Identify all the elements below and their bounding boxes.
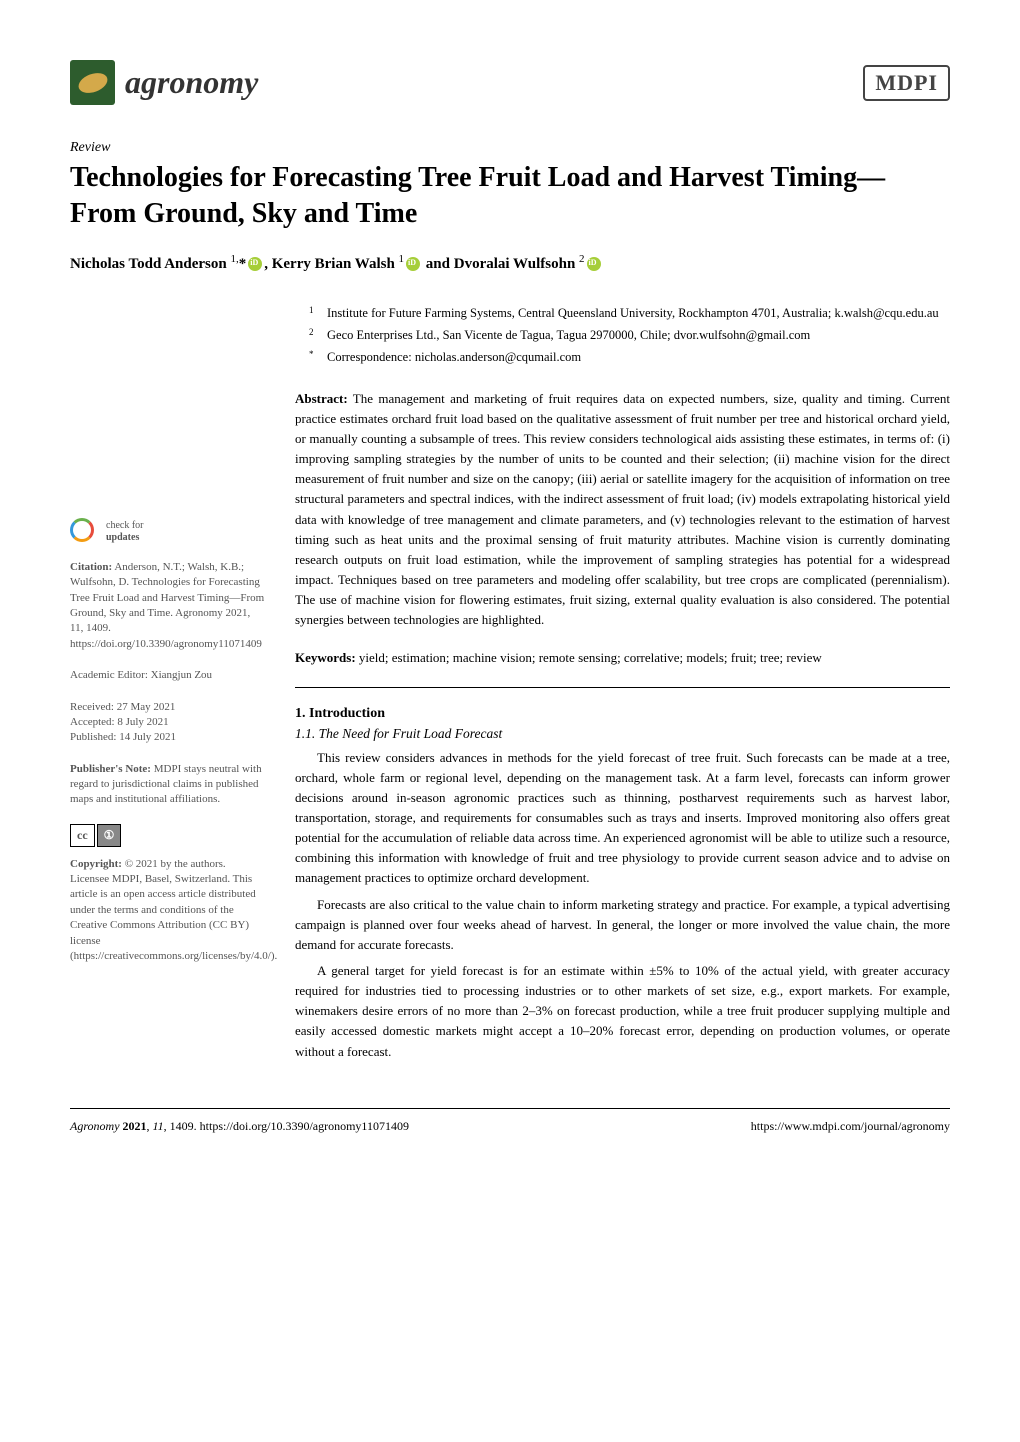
- affiliation-2: 2 Geco Enterprises Ltd., San Vicente de …: [309, 325, 950, 345]
- paragraph-1: This review considers advances in method…: [295, 748, 950, 889]
- copyright-label: Copyright:: [70, 858, 122, 870]
- aff-2-sup: 2: [309, 325, 317, 345]
- orcid-icon: [587, 257, 601, 271]
- orcid-icon: [248, 257, 262, 271]
- pubnote-label: Publisher's Note:: [70, 763, 151, 775]
- header-row: agronomy MDPI: [70, 60, 950, 105]
- author-3: and Dvoralai Wulfsohn: [422, 256, 579, 272]
- aff-1-text: Institute for Future Farming Systems, Ce…: [327, 303, 939, 323]
- publishers-note-block: Publisher's Note: MDPI stays neutral wit…: [70, 762, 265, 808]
- author-1: Nicholas Todd Anderson 1,*: [70, 256, 246, 272]
- received-date: 27 May 2021: [117, 701, 176, 713]
- authors-line: Nicholas Todd Anderson 1,* , Kerry Brian …: [70, 253, 950, 273]
- article-type: Review: [70, 140, 950, 156]
- paragraph-3: A general target for yield forecast is f…: [295, 961, 950, 1062]
- accepted-date: 8 July 2021: [117, 716, 168, 728]
- correspondence: * Correspondence: nicholas.anderson@cqum…: [309, 347, 950, 367]
- by-icon: ①: [97, 824, 122, 847]
- published-label: Published:: [70, 731, 119, 743]
- agronomy-leaf-icon: [70, 60, 115, 105]
- corr-sup: *: [309, 347, 317, 367]
- author-2-sup: 1: [399, 253, 405, 265]
- corr-text: Correspondence: nicholas.anderson@cqumai…: [327, 347, 581, 367]
- published-date: 14 July 2021: [119, 731, 176, 743]
- abstract-text: The management and marketing of fruit re…: [295, 391, 950, 628]
- copyright-block: Copyright: © 2021 by the authors. Licens…: [70, 857, 265, 965]
- aff-1-sup: 1: [309, 303, 317, 323]
- citation-label: Citation:: [70, 561, 112, 573]
- author-2: , Kerry Brian Walsh: [264, 256, 398, 272]
- editor-block: Academic Editor: Xiangjun Zou: [70, 668, 265, 683]
- article-title: Technologies for Forecasting Tree Fruit …: [70, 160, 950, 233]
- accepted-label: Accepted:: [70, 716, 117, 728]
- check-updates-text: check forupdates: [106, 520, 143, 544]
- two-column-layout: check forupdates Citation: Anderson, N.T…: [70, 303, 950, 1068]
- cc-license-badge[interactable]: cc ①: [70, 824, 265, 847]
- main-content: 1 Institute for Future Farming Systems, …: [295, 303, 950, 1068]
- mdpi-logo: MDPI: [863, 65, 950, 101]
- check-updates-badge[interactable]: check forupdates: [70, 518, 265, 546]
- journal-logo: agronomy: [70, 60, 258, 105]
- author-3-sup: 2: [579, 253, 585, 265]
- citation-text: Anderson, N.T.; Walsh, K.B.; Wulfsohn, D…: [70, 561, 264, 650]
- keywords-label: Keywords:: [295, 650, 356, 665]
- keywords: Keywords: yield; estimation; machine vis…: [295, 648, 950, 668]
- cc-icon: cc: [70, 824, 95, 847]
- dates-block: Received: 27 May 2021 Accepted: 8 July 2…: [70, 700, 265, 746]
- abstract-label: Abstract:: [295, 391, 348, 406]
- footer-left: Agronomy 2021, 11, 1409. https://doi.org…: [70, 1119, 409, 1134]
- affiliations: 1 Institute for Future Farming Systems, …: [295, 303, 950, 367]
- check-updates-icon: [70, 518, 98, 546]
- received-label: Received:: [70, 701, 117, 713]
- sidebar: check forupdates Citation: Anderson, N.T…: [70, 303, 265, 1068]
- aff-2-text: Geco Enterprises Ltd., San Vicente de Ta…: [327, 325, 810, 345]
- section-1-1-heading: 1.1. The Need for Fruit Load Forecast: [295, 726, 950, 742]
- citation-block: Citation: Anderson, N.T.; Walsh, K.B.; W…: [70, 560, 265, 652]
- editor-label: Academic Editor:: [70, 669, 151, 681]
- orcid-icon: [406, 257, 420, 271]
- keywords-text: yield; estimation; machine vision; remot…: [356, 650, 822, 665]
- abstract: Abstract: The management and marketing o…: [295, 389, 950, 631]
- paragraph-2: Forecasts are also critical to the value…: [295, 895, 950, 955]
- journal-name: agronomy: [125, 64, 258, 101]
- copyright-text: © 2021 by the authors. Licensee MDPI, Ba…: [70, 858, 277, 962]
- section-divider: [295, 687, 950, 688]
- section-1-heading: 1. Introduction: [295, 706, 950, 722]
- editor-name: Xiangjun Zou: [151, 669, 212, 681]
- footer-right: https://www.mdpi.com/journal/agronomy: [751, 1119, 950, 1134]
- affiliation-1: 1 Institute for Future Farming Systems, …: [309, 303, 950, 323]
- page-footer: Agronomy 2021, 11, 1409. https://doi.org…: [70, 1108, 950, 1134]
